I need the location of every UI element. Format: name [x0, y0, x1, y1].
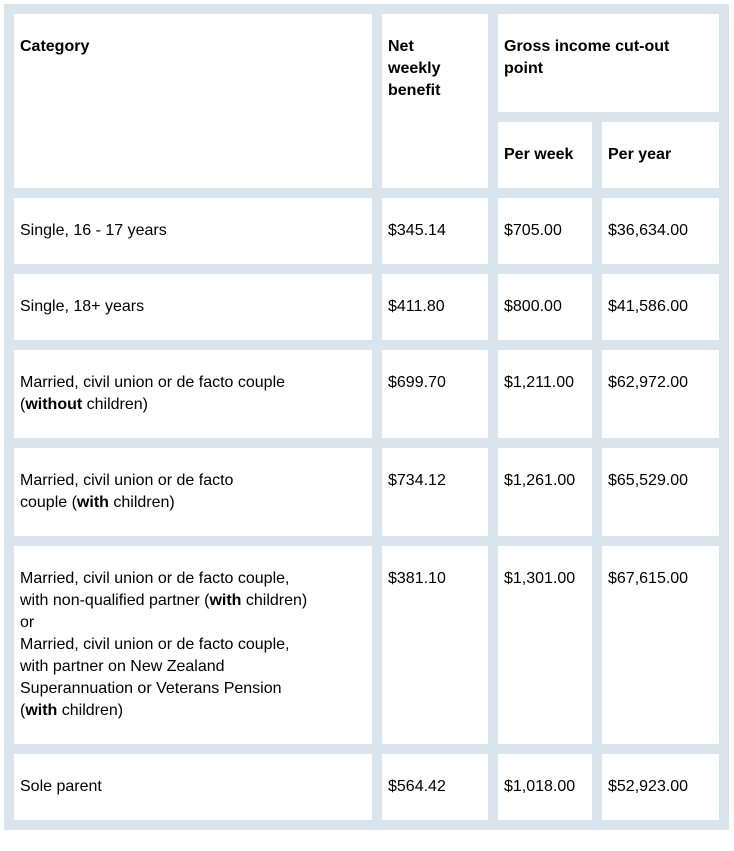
table-row: Sole parent $564.42 $1,018.00 $52,923.00	[14, 754, 720, 820]
net-weekly-benefit-cell: $699.70	[382, 350, 488, 438]
per-year-cell: $65,529.00	[602, 448, 720, 536]
per-year-cell: $41,586.00	[602, 274, 720, 340]
subheader-row: Per week Per year	[14, 122, 720, 188]
per-year-cell: $36,634.00	[602, 198, 720, 264]
net-weekly-benefit-cell: $381.10	[382, 546, 488, 744]
table-row: Single, 16 - 17 years $345.14 $705.00 $3…	[14, 198, 720, 264]
per-year-cell: $67,615.00	[602, 546, 720, 744]
category-cell: Married, civil union or de facto couple,…	[14, 546, 372, 744]
column-header-gross-income-cut-out-point: Gross income cut-out point	[498, 14, 720, 112]
category-cell: Sole parent	[14, 754, 372, 820]
net-weekly-benefit-cell: $734.12	[382, 448, 488, 536]
per-year-cell: $62,972.00	[602, 350, 720, 438]
table-row: Married, civil union or de facto couple(…	[14, 350, 720, 438]
table-row: Single, 18+ years $411.80 $800.00 $41,58…	[14, 274, 720, 340]
net-weekly-benefit-cell: $345.14	[382, 198, 488, 264]
net-weekly-benefit-cell: $411.80	[382, 274, 488, 340]
table-body: Single, 16 - 17 years $345.14 $705.00 $3…	[14, 198, 720, 820]
per-week-cell: $1,301.00	[498, 546, 592, 744]
per-week-cell: $1,211.00	[498, 350, 592, 438]
per-week-cell: $800.00	[498, 274, 592, 340]
column-header-per-year: Per year	[602, 122, 720, 188]
per-year-cell: $52,923.00	[602, 754, 720, 820]
net-weekly-benefit-cell: $564.42	[382, 754, 488, 820]
category-cell: Single, 16 - 17 years	[14, 198, 372, 264]
category-cell: Married, civil union or de facto couple (…	[14, 448, 372, 536]
per-week-cell: $705.00	[498, 198, 592, 264]
column-header-net-weekly-benefit: Net weekly benefit	[382, 14, 488, 188]
category-cell: Single, 18+ years	[14, 274, 372, 340]
per-week-cell: $1,018.00	[498, 754, 592, 820]
table-row: Married, civil union or de facto couple (…	[14, 448, 720, 536]
category-cell: Married, civil union or de facto couple(…	[14, 350, 372, 438]
table-row: Married, civil union or de facto couple,…	[14, 546, 720, 744]
header-row: Category Net weekly benefit Gross income c…	[14, 14, 720, 188]
column-header-per-week: Per week	[498, 122, 592, 188]
column-header-category: Category	[14, 14, 372, 188]
benefit-rates-table: Category Net weekly benefit Gross income c…	[4, 4, 730, 830]
per-week-cell: $1,261.00	[498, 448, 592, 536]
